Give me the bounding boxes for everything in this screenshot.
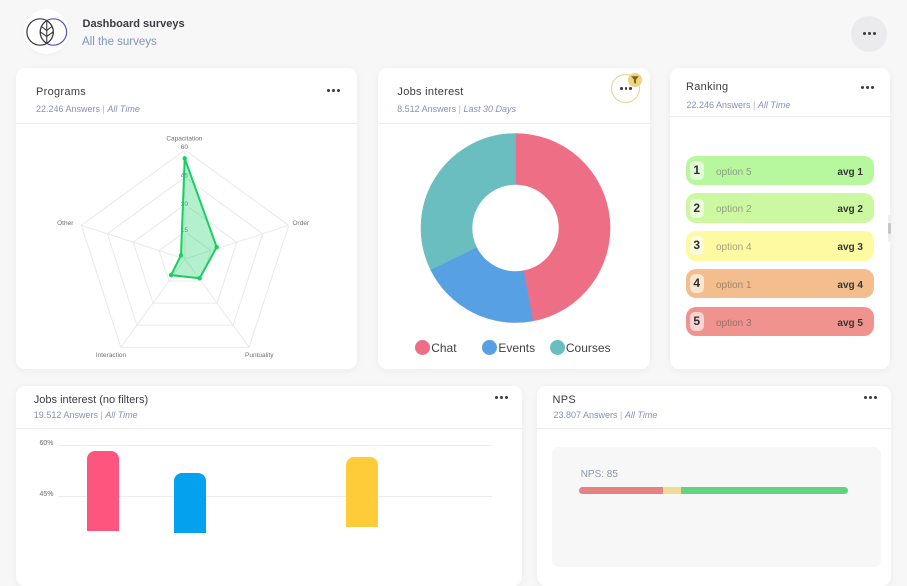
svg-text:Capacitation: Capacitation (166, 135, 203, 142)
svg-text:Other: Other (57, 220, 74, 227)
svg-text:60: 60 (181, 144, 189, 151)
svg-text:15: 15 (181, 227, 189, 234)
svg-text:Puntuality: Puntuality (245, 352, 274, 359)
svg-text:Order: Order (293, 220, 310, 227)
svg-text:30: 30 (181, 201, 189, 208)
svg-text:Interaction: Interaction (96, 352, 127, 359)
